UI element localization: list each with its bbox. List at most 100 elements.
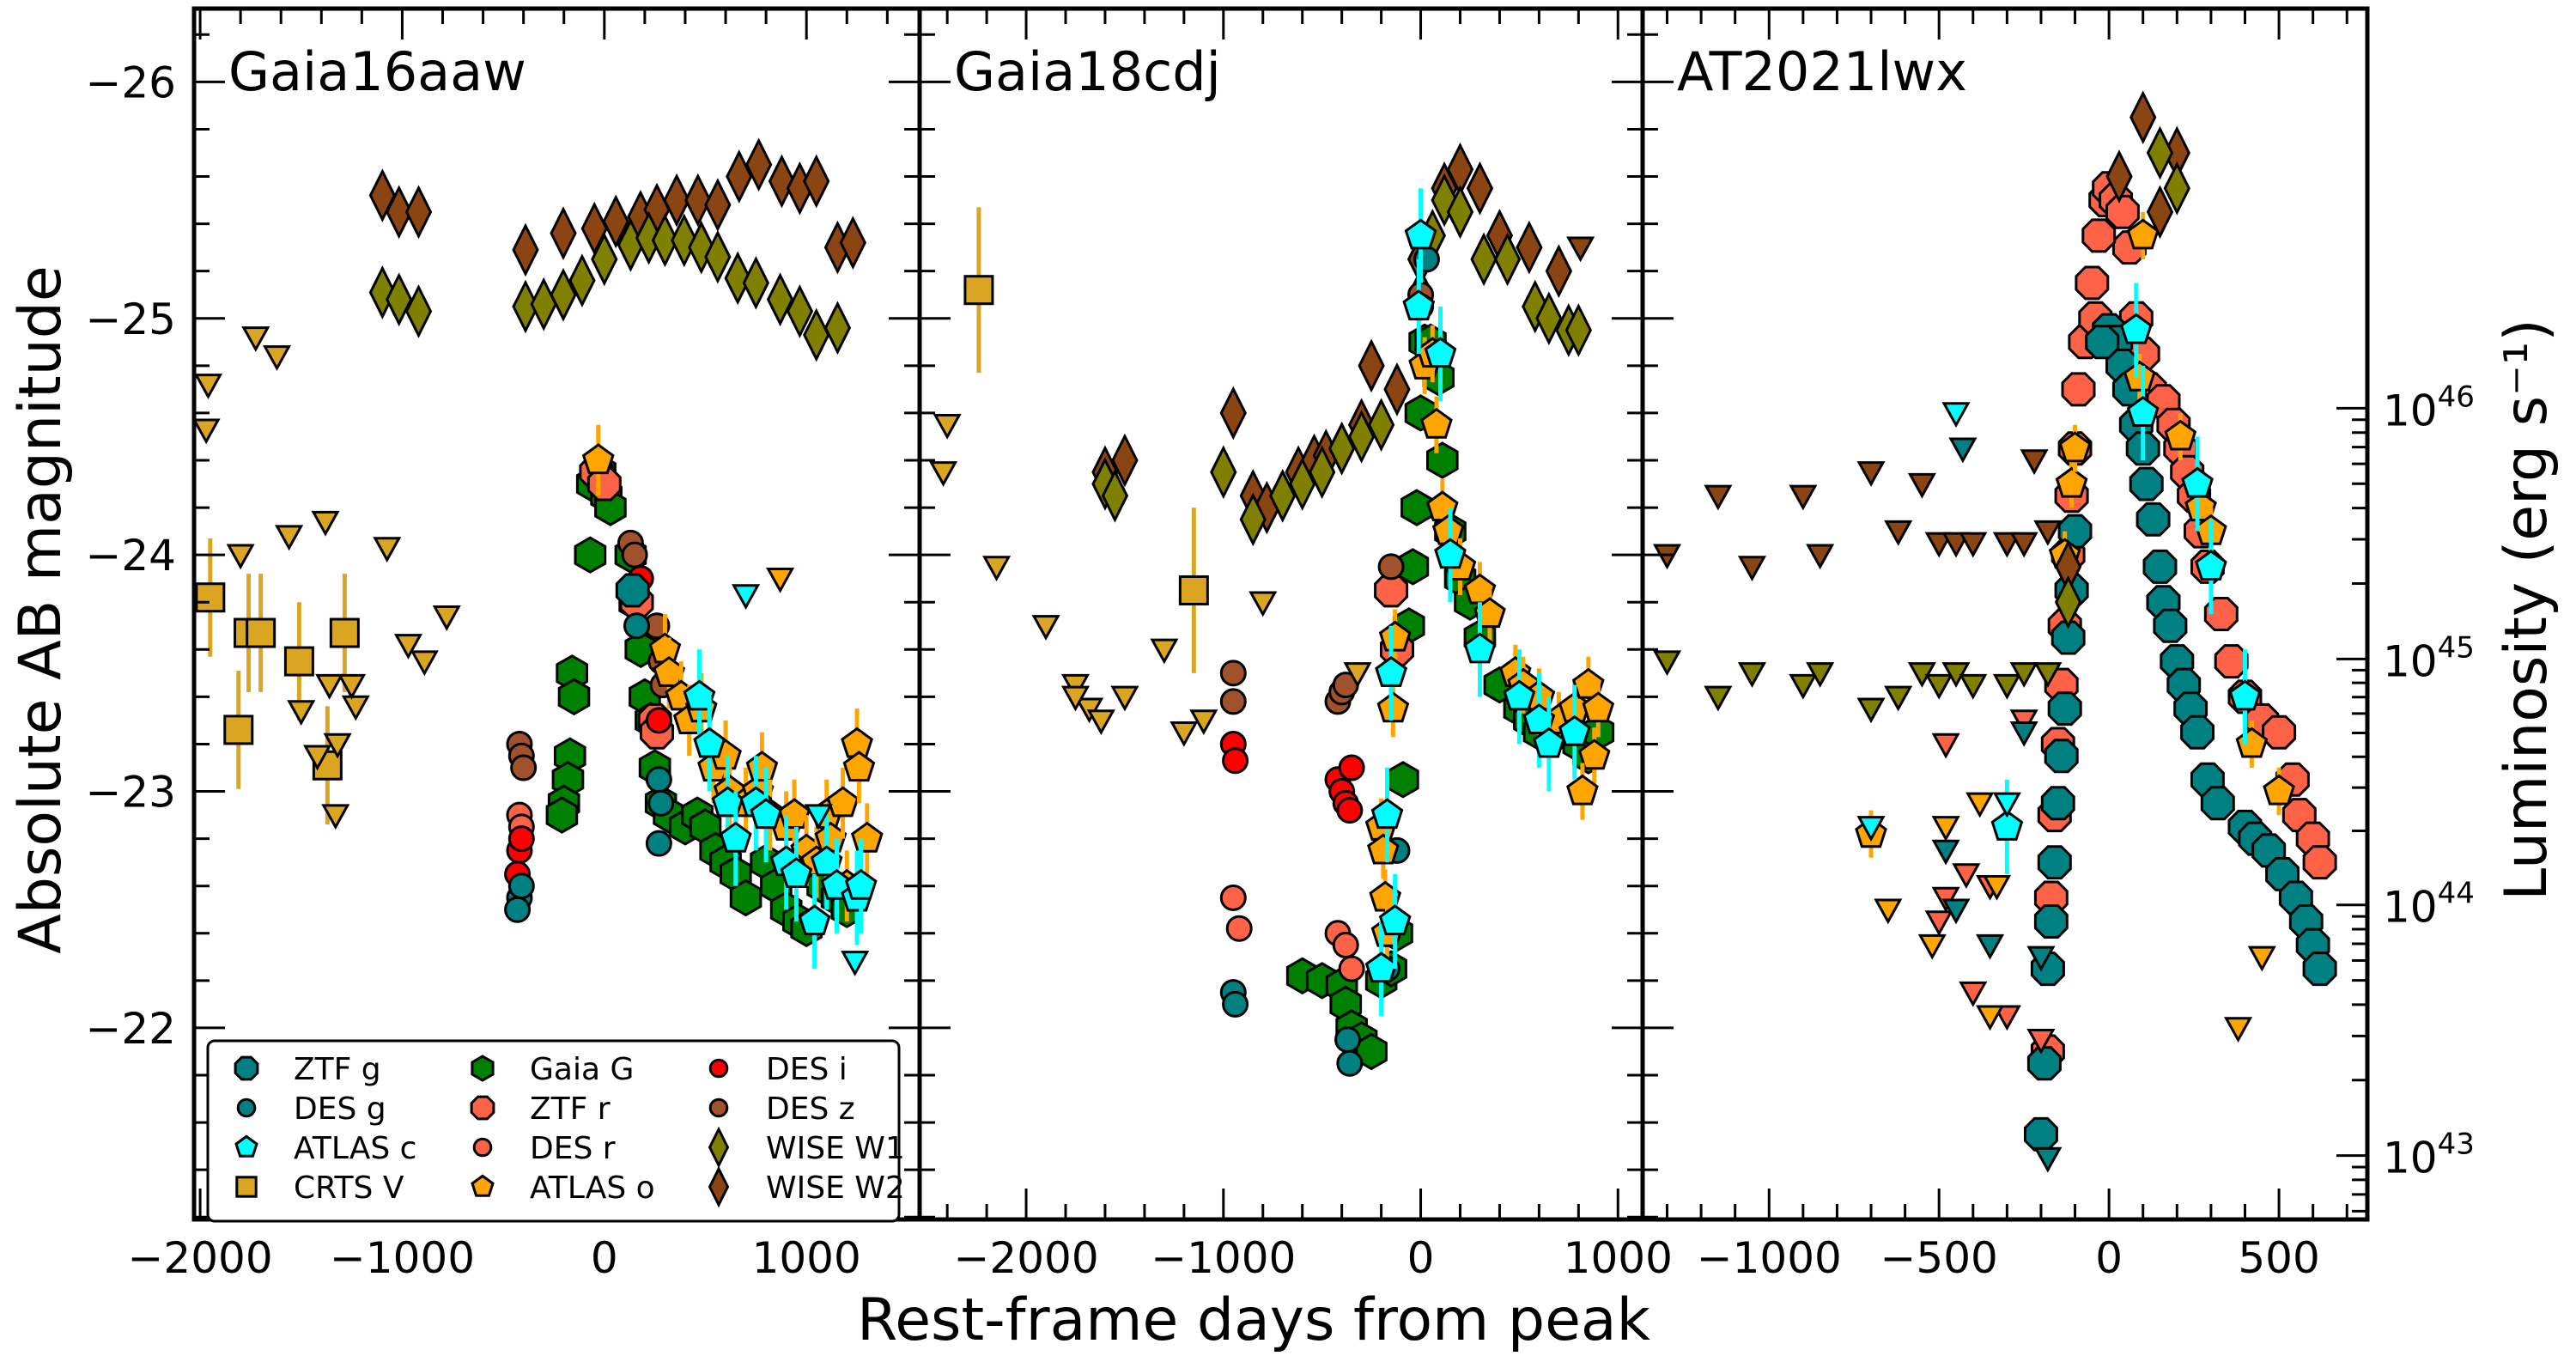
upper-limit-point <box>1965 792 1995 818</box>
data-point <box>283 646 314 677</box>
data-point <box>823 301 852 356</box>
upper-limit-point <box>311 510 340 537</box>
data-point <box>1336 1049 1364 1077</box>
data-point <box>623 612 650 640</box>
upper-limit-point <box>1941 898 1971 925</box>
panel-frame <box>917 6 1645 1222</box>
data-point <box>2203 597 2239 631</box>
panel-gaia18cdj: −2000 −1000 0 1000 Gaia18cdj <box>917 6 1673 1283</box>
data-point <box>1308 445 1336 500</box>
upper-limit-point <box>373 537 402 562</box>
data-point <box>1334 1026 1362 1054</box>
data-point <box>684 173 712 228</box>
legend-entry-wise-w1: WISE W1 <box>708 1126 905 1169</box>
legend-entry-gaia-g: Gaia G <box>471 1052 634 1087</box>
data-point <box>1571 667 1605 699</box>
upper-limit-point <box>1941 402 1971 429</box>
series-wise-w1 <box>2054 125 2190 629</box>
legend-label: DES r <box>530 1131 616 1166</box>
upper-limit-point <box>1086 709 1115 736</box>
data-point <box>1420 407 1453 439</box>
upper-limit-point <box>1976 1005 2005 1031</box>
upper-limit-point <box>1150 638 1179 665</box>
upper-limit-point <box>1060 685 1091 712</box>
data-point <box>1400 489 1433 526</box>
data-point <box>1564 303 1593 357</box>
data-point <box>724 251 751 306</box>
data-point <box>645 830 672 857</box>
series-wise-w1-limit <box>1652 650 2063 724</box>
series-atlas-c-limit <box>1856 402 2021 842</box>
data-point <box>2105 194 2140 229</box>
upper-limit-point <box>933 413 962 440</box>
series-atlas-o-limit <box>1343 662 1372 688</box>
upper-limit-point <box>1249 591 1278 617</box>
legend-entry-atlas-o: ATLAS o <box>471 1170 655 1206</box>
legend-marker <box>470 1095 495 1121</box>
series-atlas-o-limit <box>766 567 795 593</box>
data-point <box>744 137 773 192</box>
data-point <box>1338 955 1365 982</box>
series-atlas-c <box>683 649 878 970</box>
data-point <box>786 284 814 338</box>
data-point <box>651 213 679 268</box>
data-point <box>2061 372 2096 407</box>
upper-limit-point <box>1952 863 1981 890</box>
data-point <box>850 821 884 853</box>
upper-limit-point <box>1959 532 1988 558</box>
data-point <box>2263 774 2295 806</box>
data-point <box>647 789 675 817</box>
series-atlas-c-limit <box>732 584 870 976</box>
legend-entry-ztf-r: ZTF r <box>470 1091 611 1127</box>
x-tick-label: −2000 <box>127 1233 272 1283</box>
upper-limit-point <box>1704 484 1733 511</box>
data-point <box>842 751 876 782</box>
upper-limit-point <box>194 374 223 399</box>
upper-limit-point <box>1992 792 2021 818</box>
data-point <box>2037 845 2072 880</box>
legend-label: DES i <box>766 1052 848 1087</box>
data-point <box>1446 185 1474 240</box>
right-y-axis-label: Luminosity (erg s⁻¹) <box>2493 319 2561 900</box>
data-point <box>2129 90 2157 145</box>
data-point <box>2129 466 2164 502</box>
upper-limit-point <box>1343 662 1372 688</box>
data-point <box>1566 774 1599 806</box>
data-point <box>1383 362 1411 417</box>
data-point <box>798 904 831 936</box>
data-point <box>826 786 860 818</box>
legend-marker <box>236 1098 257 1118</box>
data-point <box>195 582 226 613</box>
data-point <box>1503 679 1536 711</box>
data-point <box>223 714 254 745</box>
series-crts-v-limit <box>194 326 461 830</box>
data-point <box>2142 549 2178 584</box>
data-point <box>2075 265 2110 301</box>
upper-limit-point <box>2009 532 2038 558</box>
upper-limit-point <box>1806 544 1835 570</box>
data-point <box>1434 538 1467 569</box>
upper-limit-point <box>2247 945 2276 972</box>
data-point <box>1522 703 1556 734</box>
data-point <box>1289 457 1316 511</box>
upper-limit-point <box>262 345 292 371</box>
x-tick-label: 0 <box>591 1233 618 1283</box>
data-point <box>550 206 577 260</box>
x-tick-label: −1000 <box>330 1233 475 1283</box>
data-point <box>550 267 577 322</box>
data-point <box>602 194 629 249</box>
upper-limit-point <box>982 556 1012 582</box>
upper-limit-point <box>1566 236 1595 263</box>
data-point <box>1374 573 1409 608</box>
data-point <box>2033 904 2069 939</box>
data-point <box>385 272 413 327</box>
data-point <box>1378 904 1412 936</box>
panel-at2021lwx: −1000 −500 0 500 AT2021lwx <box>1640 6 2370 1283</box>
data-point <box>726 149 753 204</box>
data-point <box>1347 410 1376 464</box>
legend-label: WISE W2 <box>766 1170 905 1206</box>
upper-limit-point <box>1959 673 1988 700</box>
legend-marker <box>234 1055 259 1081</box>
data-point <box>1425 490 1459 522</box>
legend-marker <box>471 1055 495 1082</box>
